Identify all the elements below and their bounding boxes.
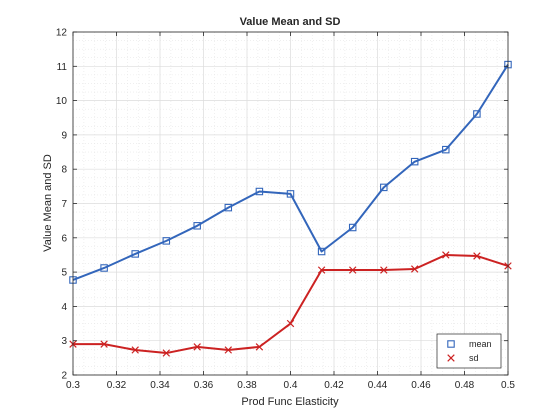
data-point-sd-stroke-b — [100, 340, 108, 348]
x-tick-label: 0.46 — [411, 380, 431, 391]
y-tick-label: 5 — [61, 268, 67, 279]
series-line-mean — [72, 64, 509, 281]
x-tick-label: 0.36 — [194, 380, 214, 391]
y-tick-label: 4 — [61, 302, 67, 313]
data-point-sd — [286, 319, 295, 328]
data-point-sd — [442, 251, 450, 259]
legend-label-mean: mean — [469, 339, 492, 349]
data-point-mean — [224, 203, 233, 212]
data-point-mean — [348, 223, 357, 232]
x-tick-label: 0.3 — [66, 380, 80, 391]
x-tick-label: 0.32 — [107, 380, 127, 391]
data-point-mean — [442, 145, 450, 154]
data-point-mean — [162, 237, 171, 245]
data-point-sd-stroke-b — [348, 266, 357, 274]
data-point-mean — [286, 190, 295, 198]
y-tick-label: 6 — [61, 233, 67, 244]
data-point-sd-stroke-b — [442, 251, 450, 259]
data-point-sd — [380, 266, 388, 274]
x-tick-label: 0.34 — [150, 380, 170, 391]
data-point-mean — [410, 157, 419, 166]
y-tick-label: 11 — [57, 62, 68, 73]
x-tick-label: 0.38 — [237, 380, 257, 391]
x-tick-label: 0.48 — [455, 380, 475, 391]
x-tick-label: 0.5 — [501, 380, 515, 391]
series-layer — [69, 60, 512, 357]
legend: mean sd — [436, 333, 502, 369]
data-point-sd-stroke-b — [131, 346, 139, 354]
data-point-sd — [224, 346, 233, 354]
data-point-sd — [348, 266, 357, 274]
data-point-sd-stroke-b — [380, 266, 388, 274]
legend-marker-mean — [447, 340, 455, 348]
legend-marker-sd — [447, 354, 455, 362]
data-point-sd — [255, 343, 264, 351]
data-point-sd-stroke-b — [255, 343, 264, 351]
data-point-sd-stroke-b — [162, 349, 171, 357]
data-point-mean — [255, 187, 264, 196]
y-axis-label: Value Mean and SD — [42, 154, 54, 252]
y-tick-label: 10 — [56, 96, 68, 107]
x-tick-label: 0.4 — [284, 380, 298, 391]
data-point-sd — [100, 340, 108, 348]
data-point-sd — [317, 266, 326, 274]
y-tick-label: 3 — [61, 336, 67, 347]
x-tick-label: 0.42 — [324, 380, 344, 391]
legend-marker-sd-stroke-b — [447, 354, 455, 362]
data-point-sd-stroke-b — [193, 343, 201, 351]
data-point-mean — [193, 222, 201, 230]
data-point-sd-stroke-b — [286, 319, 295, 328]
data-point-sd-stroke-b — [410, 265, 419, 273]
data-point-sd-stroke-b — [224, 346, 233, 354]
data-point-mean — [380, 183, 388, 192]
y-tick-label: 9 — [61, 130, 67, 141]
x-tick-label: 0.44 — [368, 380, 388, 391]
data-point-sd — [131, 346, 139, 354]
data-point-sd-stroke-b — [317, 266, 326, 274]
legend-box — [436, 333, 502, 369]
data-point-sd — [410, 265, 419, 273]
y-tick-label: 8 — [61, 165, 67, 176]
data-point-sd — [473, 252, 481, 260]
data-point-sd-stroke-b — [473, 252, 481, 260]
data-point-sd — [193, 343, 201, 351]
y-tick-label: 12 — [56, 28, 68, 39]
data-point-mean — [317, 247, 326, 256]
data-point-sd — [162, 349, 171, 357]
data-point-mean — [100, 264, 108, 272]
data-point-mean — [131, 250, 139, 258]
y-tick-label: 2 — [61, 371, 67, 382]
x-axis-label: Prod Func Elasticity — [241, 396, 339, 408]
data-point-mean — [473, 110, 481, 118]
legend-label-sd: sd — [469, 353, 479, 363]
chart-title: Value Mean and SD — [240, 16, 341, 28]
ticks-layer: 0.3 0.32 0.34 0.36 0.38 0.4 0.42 0.44 0.46 0.48 0.… — [56, 28, 516, 392]
y-tick-label: 7 — [61, 199, 67, 210]
